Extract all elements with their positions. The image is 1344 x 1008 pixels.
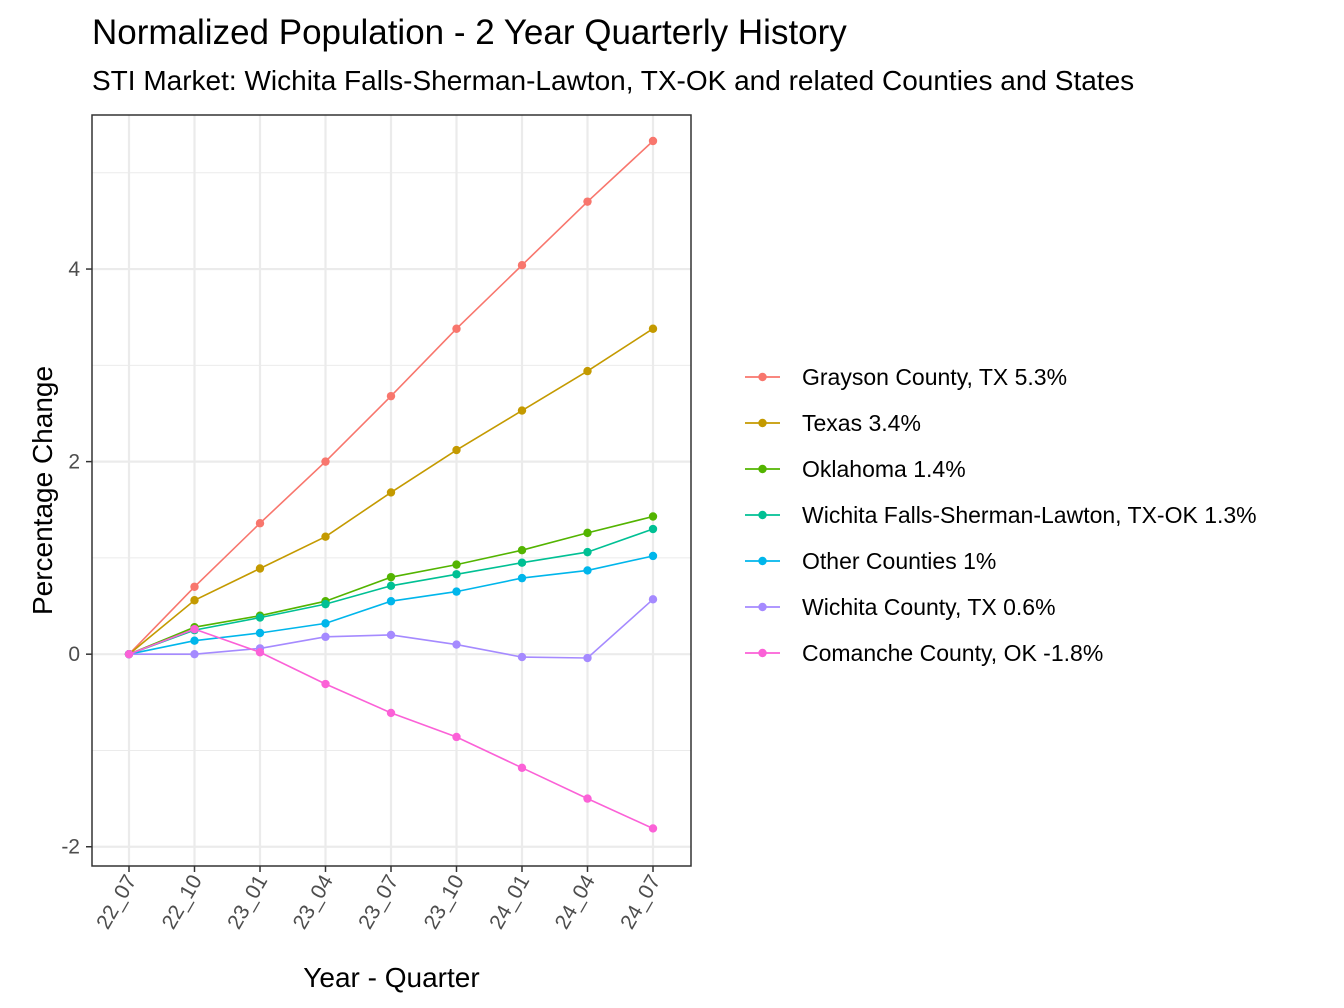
data-point [386, 708, 396, 718]
y-tick-label: 0 [68, 643, 80, 666]
legend: Grayson County, TX 5.3% Texas 3.4% Oklahom… [745, 364, 1257, 666]
y-axis-title: Percentage Change [27, 366, 58, 615]
data-point [255, 613, 265, 622]
data-point [583, 547, 592, 557]
data-point [190, 624, 199, 634]
data-point [321, 457, 330, 466]
data-point [452, 445, 461, 455]
data-point [583, 528, 592, 538]
legend-key-point [758, 602, 767, 612]
data-point [452, 560, 461, 569]
legend-key-point [758, 418, 767, 428]
data-point [321, 632, 330, 642]
series-6 [124, 624, 658, 833]
x-tick-label: 23_07 [354, 871, 403, 933]
data-point [452, 324, 461, 333]
legend-label: Grayson County, TX 5.3% [802, 364, 1067, 390]
data-point [517, 763, 527, 772]
axes: -2 0 2 4 22_07 22_10 23_01 23_04 23_07 23_10 24_01… [61, 258, 665, 933]
x-tick-label: 23_10 [420, 871, 469, 933]
data-point [255, 519, 265, 528]
data-point [648, 136, 658, 146]
data-point [583, 366, 592, 376]
data-point [386, 572, 396, 582]
data-point [452, 587, 461, 596]
data-point [517, 652, 527, 662]
data-point [583, 197, 592, 206]
series-0 [124, 136, 658, 659]
chart-title: Normalized Population - 2 Year Quarterly… [92, 13, 847, 52]
x-tick-label: 24_07 [616, 871, 665, 933]
data-point [255, 564, 265, 573]
legend-label: Wichita Falls-Sherman-Lawton, TX-OK 1.3% [802, 502, 1257, 528]
data-point [386, 630, 396, 640]
data-point [190, 649, 199, 659]
data-point [124, 649, 134, 659]
data-point [386, 597, 396, 606]
data-point [321, 679, 330, 689]
data-point [321, 532, 330, 541]
data-point [583, 566, 592, 575]
data-point [648, 824, 658, 833]
data-point [648, 551, 658, 561]
data-point [190, 582, 199, 591]
data-point [386, 488, 396, 497]
y-tick-label: -2 [61, 836, 80, 859]
legend-key-point [758, 510, 767, 520]
data-point [321, 619, 330, 628]
data-point [321, 599, 330, 609]
legend-entry: Wichita Falls-Sherman-Lawton, TX-OK 1.3% [745, 502, 1257, 528]
data-point [517, 545, 527, 555]
legend-key-point [758, 648, 767, 658]
data-point [517, 573, 527, 583]
chart-subtitle: STI Market: Wichita Falls-Sherman-Lawton… [92, 65, 1134, 96]
data-point [452, 640, 461, 649]
legend-entry: Texas 3.4% [745, 410, 921, 436]
x-tick-label: 22_10 [158, 871, 207, 933]
y-tick-label: 4 [68, 258, 80, 281]
data-point [255, 648, 265, 657]
x-axis-title: Year - Quarter [303, 962, 479, 993]
x-tick-label: 24_04 [551, 871, 600, 933]
legend-entry: Other Counties 1% [745, 548, 996, 574]
data-point [255, 628, 265, 638]
x-tick-label: 24_01 [485, 871, 534, 933]
x-tick-label: 23_01 [223, 871, 272, 933]
data-point [583, 794, 592, 803]
y-tick-label: 2 [68, 451, 80, 474]
legend-key-point [758, 372, 767, 382]
data-point [190, 596, 199, 605]
legend-entry: Oklahoma 1.4% [745, 456, 966, 482]
data-point [648, 524, 658, 534]
data-point [517, 558, 527, 567]
data-point [452, 732, 461, 742]
legend-label: Comanche County, OK -1.8% [802, 640, 1103, 666]
legend-entry: Grayson County, TX 5.3% [745, 364, 1067, 390]
data-point [648, 512, 658, 521]
data-point [386, 581, 396, 591]
legend-label: Other Counties 1% [802, 548, 996, 574]
data-point [517, 406, 527, 415]
x-tick-label: 22_07 [92, 871, 141, 933]
data-point [648, 324, 658, 333]
legend-label: Oklahoma 1.4% [802, 456, 966, 482]
x-tick-label: 23_04 [289, 871, 338, 933]
series-1 [124, 324, 658, 659]
data-point [190, 636, 199, 645]
data-point [517, 261, 527, 270]
series-lines [124, 136, 658, 833]
data-point [583, 653, 592, 663]
legend-key-point [758, 464, 767, 474]
legend-label: Texas 3.4% [802, 410, 921, 436]
data-point [648, 595, 658, 604]
legend-entry: Comanche County, OK -1.8% [745, 640, 1103, 666]
data-point [452, 570, 461, 579]
data-point [386, 391, 396, 401]
legend-entry: Wichita County, TX 0.6% [745, 594, 1056, 620]
legend-key-point [758, 556, 767, 566]
legend-label: Wichita County, TX 0.6% [802, 594, 1056, 620]
